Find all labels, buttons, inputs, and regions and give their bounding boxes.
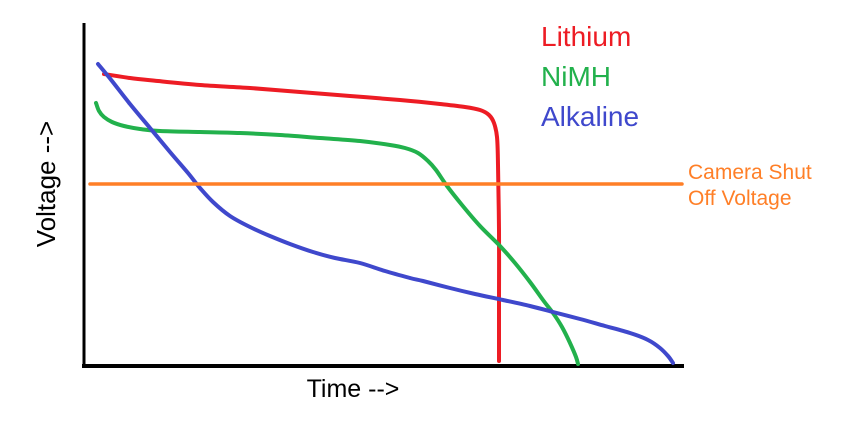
legend-label-lithium: Lithium [541,21,632,52]
legend-item-lithium: Lithium [541,17,639,57]
legend-label-alkaline: Alkaline [541,101,640,132]
series-layer [88,62,684,366]
y-axis-label: Voltage --> [31,120,61,248]
curve-nimh [94,101,580,366]
legend-item-nimh: NiMH [541,57,639,97]
legend-label-nimh: NiMH [541,61,611,92]
threshold-label: Camera Shut Off Voltage [688,160,812,211]
curve-alkaline [96,62,675,365]
axes [82,23,684,368]
x-axis-label: Time --> [306,375,400,403]
legend-item-alkaline: Alkaline [541,97,639,137]
legend: Lithium NiMH Alkaline [541,17,639,137]
threshold-label-line1: Camera Shut [688,161,812,184]
curve-lithium [102,72,502,363]
threshold-label-line2: Off Voltage [688,186,792,210]
